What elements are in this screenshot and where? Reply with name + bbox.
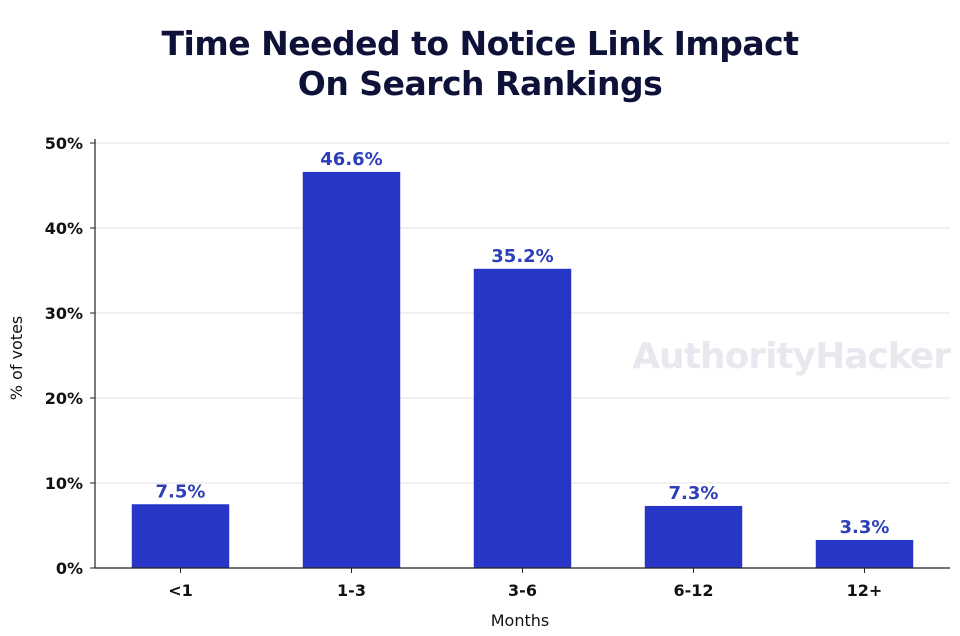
x-tick-label: <1 [168, 581, 193, 600]
data-label: 7.3% [669, 483, 719, 504]
y-tick-label: 0% [56, 559, 83, 578]
chart-title-line-1: Time Needed to Notice Link Impact [161, 24, 799, 63]
x-tick-label: 6-12 [673, 581, 713, 600]
chart-title-line-2: On Search Rankings [297, 64, 663, 103]
bar [131, 504, 230, 568]
x-tick-label: 12+ [847, 581, 883, 600]
data-label: 7.5% [156, 481, 206, 502]
y-tick-label: 50% [45, 134, 83, 153]
chart-title: Time Needed to Notice Link Impact On Sea… [0, 24, 960, 104]
data-labels: 7.5% 46.6% 35.2% 7.3% 3.3% [156, 149, 890, 538]
x-tick-labels: <1 1-3 3-6 6-12 12+ [168, 568, 882, 600]
x-axis-label: Months [491, 611, 549, 630]
y-tick-label: 40% [45, 219, 83, 238]
bar [644, 505, 743, 568]
data-label: 35.2% [491, 246, 553, 267]
bars [131, 171, 914, 568]
x-tick-label: 1-3 [337, 581, 366, 600]
watermark: AuthorityHacker [632, 336, 951, 377]
bar [473, 268, 572, 568]
y-tick-label: 30% [45, 304, 83, 323]
y-tick-labels: 0% 10% 20% 30% 40% 50% [45, 134, 83, 578]
data-label: 3.3% [840, 517, 890, 538]
y-axis-label: % of votes [7, 316, 26, 401]
y-tick-label: 20% [45, 389, 83, 408]
y-tick-label: 10% [45, 474, 83, 493]
data-label: 46.6% [320, 149, 382, 170]
bar [815, 539, 914, 568]
bar [302, 171, 401, 568]
x-tick-label: 3-6 [508, 581, 537, 600]
